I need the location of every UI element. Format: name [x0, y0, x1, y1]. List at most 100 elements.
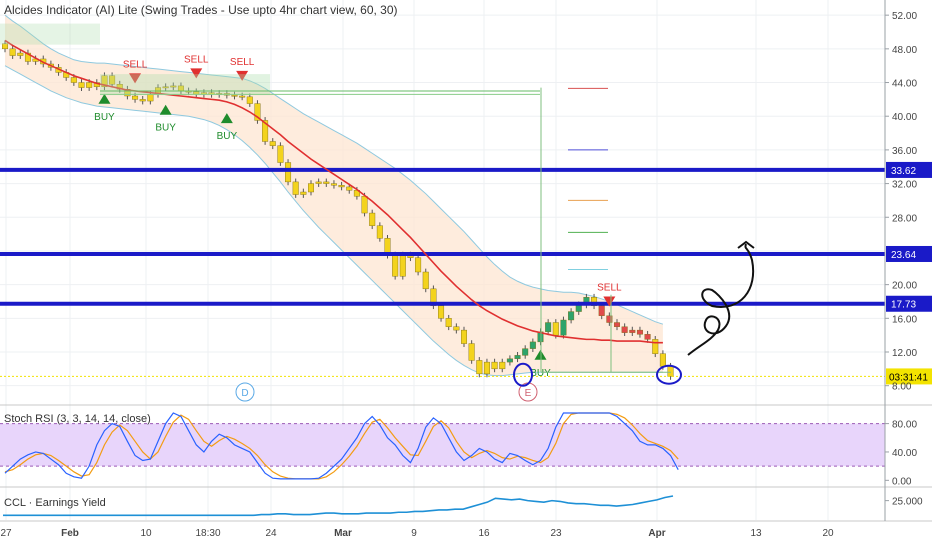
candle-body-71: [545, 322, 552, 332]
chart-title: Alcides Indicator (AI) Lite (Swing Trade…: [4, 3, 398, 17]
level-label-bg-2: [886, 295, 932, 312]
candle-body-59: [453, 326, 460, 331]
candle-body-54: [415, 257, 422, 273]
candle-body-45: [346, 186, 353, 191]
ma-layer: [4, 39, 663, 344]
candle-body-36: [277, 145, 284, 163]
sell-arrow-3: [190, 68, 203, 79]
candle-body-22: [170, 85, 177, 88]
ey-tick-label-0: 25.000: [892, 497, 923, 508]
current-price-label: 03:31:41: [889, 372, 928, 383]
candle-body-79: [606, 315, 613, 323]
level-label-bg-1: [886, 245, 932, 262]
candle-body-82: [629, 329, 636, 333]
candle-body-80: [614, 322, 621, 327]
candle-body-16: [124, 89, 131, 97]
candle-body-17: [132, 95, 139, 100]
candle-body-58: [445, 318, 452, 327]
candle-body-37: [285, 162, 292, 183]
x-tick-label-11: 20: [822, 528, 834, 539]
level-label-bg-0: [886, 161, 932, 178]
candle-body-64: [491, 361, 498, 370]
sell-arrow-1: [129, 73, 142, 84]
candle-body-35: [269, 141, 276, 146]
candle-body-19: [147, 94, 154, 102]
candle-body-52: [399, 254, 406, 277]
candle-body-86: [659, 353, 666, 367]
sell-arrow-5: [236, 70, 249, 81]
candle-body-13: [101, 75, 108, 87]
price-tick-label-4: 36.00: [892, 146, 917, 157]
annotations-layer: [0, 23, 755, 387]
x-tick-label-6: 9: [411, 528, 417, 539]
horizontal-lines-layer: 33.62 23.64 17.73 03:31:41: [0, 161, 932, 385]
candle-body-55: [422, 271, 429, 290]
price-tick-label-8: 20.00: [892, 281, 917, 292]
candle-body-61: [468, 343, 475, 361]
sell-label-3: SELL: [184, 54, 209, 65]
stoch-k-line: [4, 412, 679, 480]
x-tick-label-4: 24: [265, 528, 277, 539]
price-tick-label-5: 32.00: [892, 180, 917, 191]
x-tick-label-10: 13: [750, 528, 762, 539]
sell-label-5: SELL: [230, 57, 255, 68]
band-upper-line: [4, 14, 664, 325]
stoch-band-fill: [0, 423, 885, 467]
candle-body-14: [109, 75, 116, 85]
event-marker-label-d: D: [241, 388, 248, 399]
candle-body-32: [246, 96, 253, 104]
buy-label-2: BUY: [155, 123, 176, 134]
x-tick-label-7: 16: [478, 528, 490, 539]
candle-body-31: [239, 95, 246, 98]
ma-line: [4, 39, 663, 344]
candle-body-84: [644, 334, 651, 340]
level-label-2: 17.73: [891, 300, 916, 311]
candle-body-34: [262, 120, 269, 142]
candle-body-66: [506, 358, 513, 363]
stoch-d-line: [4, 412, 679, 480]
sell-label-7: SELL: [597, 283, 622, 294]
current-price-bg: [886, 368, 932, 385]
candle-body-2: [17, 52, 24, 56]
candle-body-33: [254, 103, 261, 121]
drawn-arrowhead: [737, 240, 755, 249]
x-tick-label-0: 27: [0, 528, 12, 539]
candle-body-85: [652, 339, 659, 354]
candle-body-60: [461, 329, 468, 344]
drawn-circle-1: [513, 362, 533, 387]
candle-body-87: [667, 366, 674, 377]
candle-body-43: [330, 183, 337, 186]
buy-label-4: BUY: [217, 131, 238, 142]
price-tick-label-11: 8.00: [892, 382, 912, 393]
candle-body-11: [86, 82, 93, 88]
x-tick-label-2: 10: [140, 528, 152, 539]
candle-body-18: [139, 99, 146, 102]
stoch-tick-label-1: 40.00: [892, 448, 917, 459]
candle-body-10: [78, 82, 85, 88]
candle-body-81: [621, 326, 628, 333]
candle-body-0: [2, 43, 8, 50]
x-tick-label-8: 23: [550, 528, 562, 539]
candle-body-62: [476, 360, 483, 375]
price-tick-label-2: 44.00: [892, 79, 917, 90]
candle-body-48: [369, 212, 376, 226]
candle-body-38: [292, 181, 299, 195]
x-tick-label-5: Mar: [334, 528, 352, 539]
earnings-yield-line: [3, 495, 674, 517]
buy-arrow-0: [98, 93, 111, 104]
stoch-tick-label-2: 0.00: [892, 476, 912, 487]
drawn-squiggle: [687, 243, 755, 356]
price-tick-label-10: 12.00: [892, 348, 917, 359]
candle-body-69: [529, 341, 536, 349]
buy-label-0: BUY: [94, 112, 115, 123]
event-marker-d: [235, 382, 255, 402]
drawn-circle-2: [656, 364, 682, 385]
event-marker-label-e: E: [525, 388, 532, 399]
candle-body-74: [568, 311, 575, 321]
candles-layer: [2, 40, 674, 380]
candle-body-9: [70, 77, 77, 83]
stoch-rsi-pane: [0, 412, 885, 480]
trade-box-0: [0, 23, 100, 45]
